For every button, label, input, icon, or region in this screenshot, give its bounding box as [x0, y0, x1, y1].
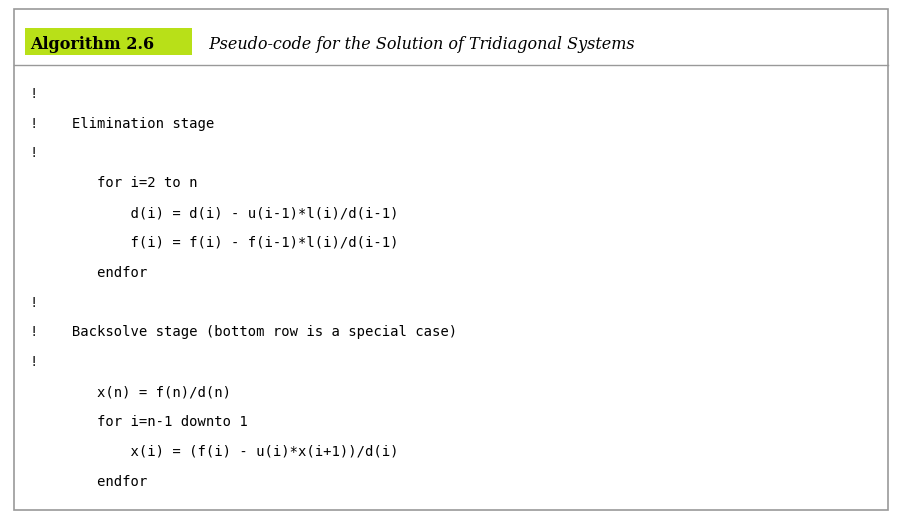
Text: !    Elimination stage: ! Elimination stage: [30, 117, 214, 131]
Text: !    Backsolve stage (bottom row is a special case): ! Backsolve stage (bottom row is a speci…: [30, 325, 456, 339]
Text: !: !: [30, 147, 38, 161]
Text: Pseudo-code for the Solution of Tridiagonal Systems: Pseudo-code for the Solution of Tridiago…: [198, 36, 633, 52]
Text: x(n) = f(n)/d(n): x(n) = f(n)/d(n): [30, 385, 231, 399]
Text: endfor: endfor: [30, 266, 147, 280]
Bar: [25, 28, 192, 55]
Text: x(i) = (f(i) - u(i)*x(i+1))/d(i): x(i) = (f(i) - u(i)*x(i+1))/d(i): [30, 445, 398, 459]
Text: !: !: [30, 296, 38, 310]
Text: endfor: endfor: [30, 474, 147, 488]
Text: for i=n-1 downto 1: for i=n-1 downto 1: [30, 415, 247, 429]
Text: Algorithm 2.6: Algorithm 2.6: [30, 36, 153, 52]
Text: d(i) = d(i) - u(i-1)*l(i)/d(i-1): d(i) = d(i) - u(i-1)*l(i)/d(i-1): [30, 206, 398, 220]
Text: f(i) = f(i) - f(i-1)*l(i)/d(i-1): f(i) = f(i) - f(i-1)*l(i)/d(i-1): [30, 236, 398, 250]
Text: for i=2 to n: for i=2 to n: [30, 176, 197, 190]
Text: !: !: [30, 87, 38, 101]
Text: !: !: [30, 355, 38, 369]
